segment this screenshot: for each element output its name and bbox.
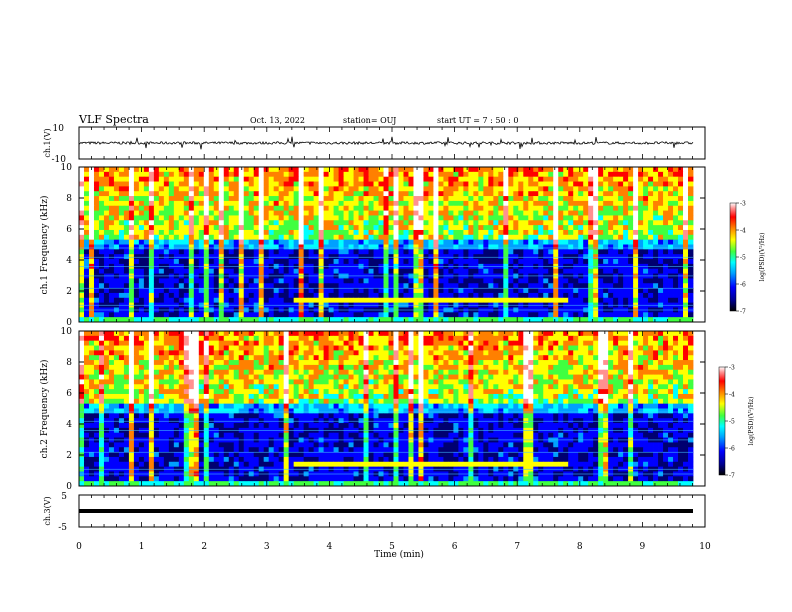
colorbar-tick-label: -3 (740, 201, 746, 208)
x-axis-tick-labels: 0 1 2 3 4 5 6 7 8 9 10 (76, 542, 711, 552)
colorbar-tick-label: -7 (740, 309, 746, 316)
ch1-colorbar-ramp (729, 202, 737, 312)
colorbar-tick-label: -4 (729, 392, 735, 399)
ch1-colorbar: -3 -4 -5 -6 -7 log(PSD)(V²/Hz) (729, 201, 766, 316)
ytick-label: 10 (61, 327, 73, 337)
date-label: Oct. 13, 2022 (250, 116, 305, 125)
ch1-colorbar-ticks: -3 -4 -5 -6 -7 (736, 201, 746, 316)
ytick-label: 2 (66, 287, 72, 297)
ch2-spectrogram-panel: 0 2 4 6 8 10 ch.2 Frequency (kHz) (39, 327, 706, 492)
ch1-waveform-panel: 10 -10 ch.1(V) (43, 124, 706, 165)
xtick-label: 9 (640, 542, 646, 552)
start-time-label: start UT = 7 : 50 : 0 (437, 116, 519, 125)
ytick-label: 8 (66, 194, 72, 204)
xtick-label: 3 (264, 542, 270, 552)
ch2-spectrogram-heatmap (79, 331, 694, 487)
x-axis-label: Time (min) (374, 549, 424, 560)
ch2-colorbar-label: log(PSD)(V²/Hz) (748, 397, 755, 446)
ch1-ytick-bottom: -10 (52, 155, 67, 165)
ch2-colorbar-ramp (718, 366, 726, 476)
ytick-label: 0 (66, 318, 72, 328)
ch2-colorbar-ticks: -3 -4 -5 -6 -7 (725, 365, 735, 480)
xtick-label: 2 (201, 542, 207, 552)
xtick-label: 8 (577, 542, 583, 552)
xtick-label: 1 (139, 542, 145, 552)
ch3-waveform-panel: 5 -5 ch.3(V) (43, 492, 706, 533)
ytick-label: 8 (66, 358, 72, 368)
colorbar-tick-label: -6 (740, 282, 746, 289)
station-label: station= OUJ (343, 116, 397, 125)
colorbar-tick-label: -4 (740, 228, 746, 235)
x-axis-ticks (78, 127, 706, 527)
ch1-colorbar-label: log(PSD)(V²/Hz) (759, 233, 766, 282)
xtick-label: 7 (514, 542, 520, 552)
colorbar-tick-label: -6 (729, 446, 735, 453)
ytick-label: 0 (66, 482, 72, 492)
colorbar-tick-label: -7 (729, 473, 735, 480)
ch3-ytick-bottom: -5 (58, 523, 67, 533)
xtick-label: 6 (452, 542, 458, 552)
ch2-spectrogram-ylabel: ch.2 Frequency (kHz) (39, 360, 50, 459)
ch1-spectrogram-panel: 0 2 4 6 8 10 ch.1 Frequency (kHz) (39, 163, 706, 328)
ch2-colorbar: -3 -4 -5 -6 -7 log(PSD)(V²/Hz) (718, 365, 755, 480)
ch1-spectrogram-ylabel: ch.1 Frequency (kHz) (39, 196, 50, 295)
ch3-ytick-top: 5 (61, 492, 67, 502)
ch2-yticks: 0 2 4 6 8 10 (61, 327, 705, 492)
ytick-label: 10 (61, 163, 73, 173)
colorbar-tick-label: -5 (740, 255, 746, 262)
xtick-label: 4 (327, 542, 333, 552)
xtick-label: 5 (389, 542, 395, 552)
ch1-waveform-series (78, 136, 694, 150)
ytick-label: 4 (66, 256, 72, 266)
ytick-label: 4 (66, 420, 72, 430)
xtick-label: 10 (699, 542, 711, 552)
xtick-label: 0 (76, 542, 82, 552)
ch1-spectrogram-heatmap (79, 167, 694, 323)
chart-title: VLF Spectra (79, 113, 149, 126)
ch3-waveform-series (79, 509, 693, 513)
colorbar-tick-label: -5 (729, 419, 735, 426)
ytick-label: 2 (66, 451, 72, 461)
ch3-waveform-ylabel: ch.3(V) (43, 496, 52, 525)
colorbar-tick-label: -3 (729, 365, 735, 372)
ytick-label: 6 (66, 389, 72, 399)
ch1-yticks: 0 2 4 6 8 10 (61, 163, 705, 328)
ch1-ytick-top: 10 (53, 124, 65, 134)
ytick-label: 6 (66, 225, 72, 235)
ch1-waveform-ylabel: ch.1(V) (43, 128, 52, 157)
